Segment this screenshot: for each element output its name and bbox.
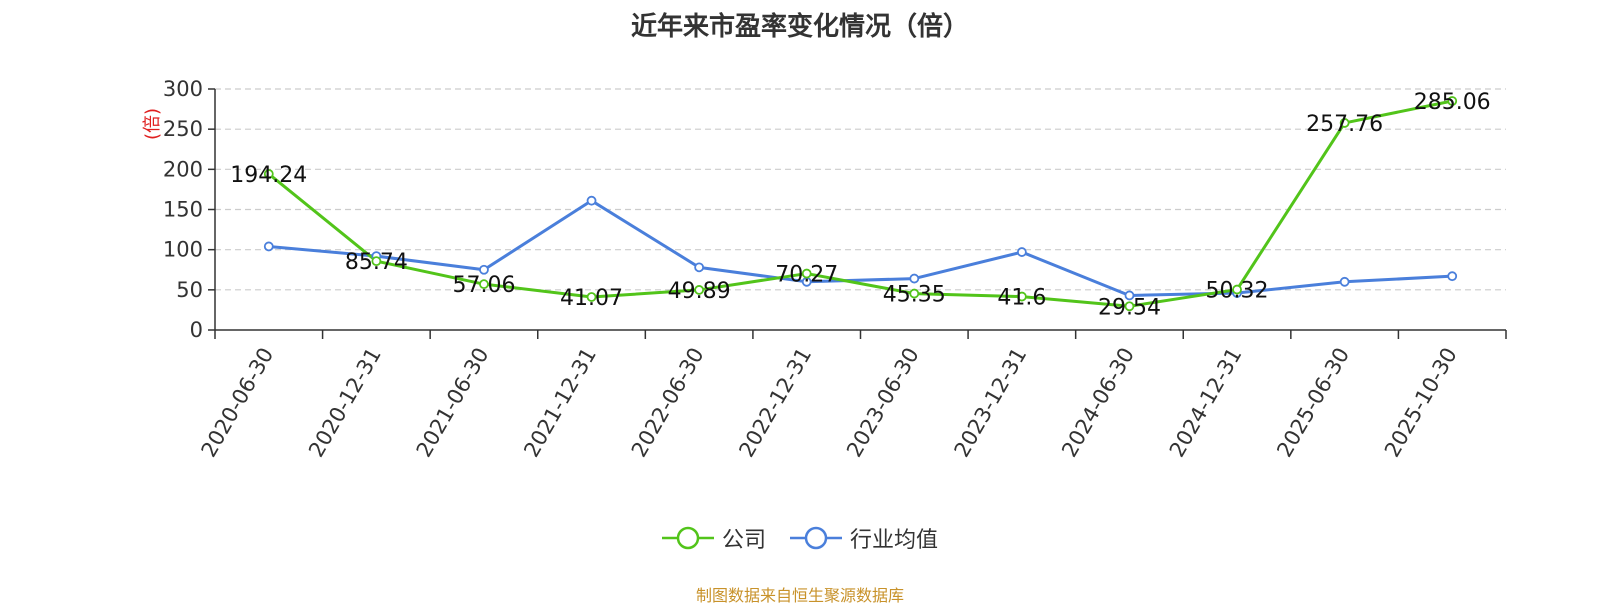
y-tick-label: 0	[190, 318, 203, 342]
data-label: 194.24	[230, 163, 307, 188]
data-label: 45.35	[883, 283, 946, 308]
data-label: 41.6	[997, 286, 1046, 311]
data-point	[1339, 118, 1350, 128]
x-tick-label: 2025-10-30	[1380, 344, 1462, 462]
x-tick-label: 2023-12-31	[950, 344, 1032, 462]
y-axis-label: (倍)	[142, 108, 163, 140]
data-point	[1447, 271, 1458, 282]
data-point	[1339, 276, 1350, 287]
data-point	[1016, 291, 1027, 302]
chart-title: 近年来市盈率变化情况（倍）	[630, 12, 969, 42]
data-point	[1016, 247, 1027, 257]
data-label: 57.06	[452, 273, 515, 298]
y-tick-label: 200	[163, 157, 203, 181]
data-point	[263, 169, 274, 179]
data-label: 285.06	[1414, 90, 1491, 115]
x-tick-label: 2020-12-31	[304, 344, 386, 462]
x-tick-label: 2024-06-30	[1057, 344, 1139, 462]
x-axis-ticks: 2020-06-30 2020-12-31 2021-06-30 2021-12-31…	[197, 330, 1507, 462]
data-point	[586, 195, 597, 206]
x-tick-label: 2025-06-30	[1272, 344, 1354, 462]
data-point	[801, 268, 812, 279]
data-point	[909, 288, 920, 299]
source-note: 制图数据来自恒生聚源数据库	[695, 586, 904, 605]
x-tick-label: 2022-12-31	[734, 344, 816, 462]
y-tick-label: 250	[163, 117, 203, 141]
data-point	[909, 273, 920, 284]
legend-item-industry-avg[interactable]: 行业均值	[790, 522, 938, 554]
x-tick-label: 2024-12-31	[1165, 344, 1247, 462]
legend-line-circle-icon	[661, 526, 714, 550]
data-point	[1447, 96, 1458, 106]
legend-label-industry-avg: 行业均值	[850, 528, 939, 553]
data-labels: 194.24 85.74 57.06 41.07 49.89 70.27 45.35 41.6…	[230, 90, 1490, 320]
series-lines	[267, 99, 1453, 308]
x-tick-label: 2023-06-30	[842, 344, 924, 462]
series-line	[268, 199, 1453, 297]
data-point	[1124, 290, 1135, 301]
data-point	[263, 241, 274, 252]
y-tick-label: 150	[163, 198, 203, 222]
legend-line-circle-icon	[790, 526, 842, 550]
data-label: 49.89	[668, 279, 731, 304]
y-tick-label: 300	[163, 77, 203, 101]
data-point	[371, 256, 382, 267]
data-label: 257.76	[1306, 112, 1383, 137]
gridlines	[215, 88, 1506, 291]
x-tick-label: 2021-12-31	[519, 344, 601, 462]
data-point	[586, 292, 597, 302]
data-label: 50.32	[1206, 279, 1269, 304]
data-point	[1124, 301, 1135, 312]
x-tick-label: 2022-06-30	[627, 344, 709, 462]
data-label: 70.27	[775, 263, 838, 288]
legend: 公司 行业均值	[0, 522, 1600, 554]
data-label: 29.54	[1098, 295, 1161, 320]
series-points	[263, 96, 1458, 312]
y-tick-label: 100	[163, 238, 203, 262]
data-point	[479, 279, 489, 290]
legend-item-company[interactable]: 公司	[661, 522, 766, 554]
data-label: 41.07	[560, 286, 623, 311]
y-axis-ticks: 0 50 100 150 200 250 300	[163, 77, 215, 342]
y-tick-label: 50	[176, 278, 203, 302]
data-point	[694, 285, 705, 295]
series-line	[267, 99, 1453, 308]
data-point	[1232, 284, 1242, 295]
data-point	[479, 264, 489, 275]
x-tick-label: 2020-06-30	[197, 344, 279, 462]
legend-label-company: 公司	[721, 528, 766, 553]
data-point	[694, 262, 705, 273]
data-label: 85.74	[345, 250, 408, 275]
x-tick-label: 2021-06-30	[412, 344, 494, 462]
